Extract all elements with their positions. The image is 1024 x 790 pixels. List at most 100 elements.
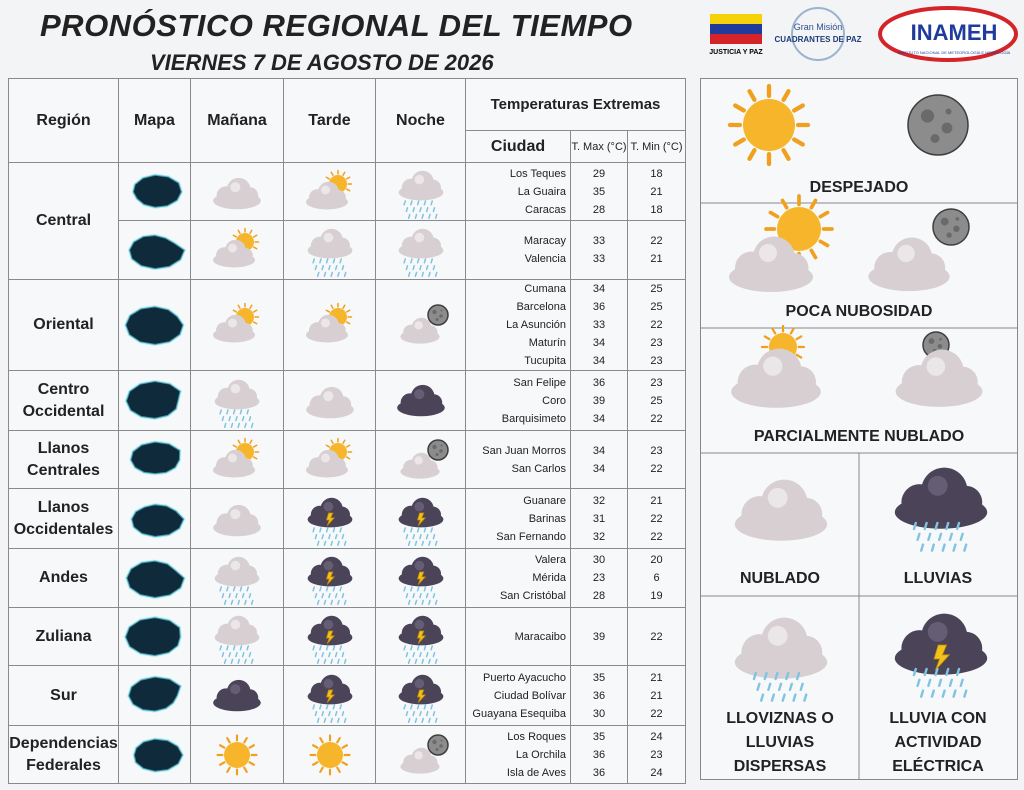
rain-drop bbox=[325, 644, 328, 650]
cloud bbox=[949, 631, 983, 665]
sun bbox=[777, 207, 821, 251]
cloud-highlight bbox=[414, 174, 425, 184]
rain-drop bbox=[756, 682, 761, 691]
tmax-cell: 35 36 36 bbox=[570, 725, 628, 784]
rain-drop bbox=[785, 671, 790, 681]
rain-drop bbox=[334, 265, 337, 271]
cloud-highlight bbox=[228, 453, 237, 462]
moon-crater bbox=[953, 225, 960, 233]
rain-drop bbox=[430, 586, 433, 592]
region-name: Central bbox=[8, 162, 119, 280]
city-tmin: 23 bbox=[650, 376, 663, 389]
lightning bbox=[325, 689, 335, 703]
cloud bbox=[778, 253, 809, 283]
city-tmin: 23 bbox=[650, 337, 663, 349]
rain-drop bbox=[228, 651, 231, 657]
region-row: Central Los Teques La Guaira Caracas 29 35 28 1… bbox=[8, 162, 686, 280]
rain-drop bbox=[421, 599, 424, 605]
cloud-highlight bbox=[322, 390, 333, 401]
rain-drop bbox=[318, 703, 322, 709]
weather-cell bbox=[283, 548, 376, 608]
rain-drop bbox=[423, 586, 427, 592]
region-row: Oriental Cumana Barcelona La Asunción Maturí… bbox=[8, 279, 686, 371]
sun-ray bbox=[232, 444, 238, 448]
moon bbox=[427, 304, 449, 326]
lightning bbox=[416, 630, 427, 644]
weather-icon bbox=[213, 177, 261, 209]
rain-drop bbox=[941, 543, 946, 552]
rain-drop bbox=[412, 593, 415, 599]
tmax-cell: 32 31 32 bbox=[570, 488, 628, 549]
rain-drop bbox=[945, 521, 950, 531]
cloud-highlight bbox=[323, 232, 333, 243]
city-tmin: 22 bbox=[650, 412, 663, 425]
rain-drop bbox=[318, 526, 322, 532]
rain-drop bbox=[937, 678, 943, 687]
weather-cell bbox=[283, 607, 376, 666]
city-tmax: 29 bbox=[592, 167, 606, 180]
rain-drop bbox=[332, 586, 335, 592]
city-cell: Puerto Ayacucho Ciudad Bolívar Guayana Ese… bbox=[465, 665, 571, 726]
cloud-highlight bbox=[230, 508, 241, 519]
cloud bbox=[425, 506, 441, 523]
rain-drop bbox=[248, 651, 252, 657]
region-shape bbox=[128, 440, 181, 475]
city-tmax: 28 bbox=[592, 203, 606, 216]
city-tmax: 34 bbox=[592, 444, 606, 457]
city-tmax: 23 bbox=[592, 572, 606, 584]
city-cell: Maracay Valencia bbox=[465, 220, 571, 280]
rain-drop bbox=[311, 586, 315, 592]
city-cell: Valera Mérida San Cristóbal bbox=[465, 548, 571, 608]
rain-drop bbox=[219, 408, 222, 414]
rain-drop bbox=[230, 599, 234, 605]
cloud bbox=[237, 248, 253, 263]
weather-cell bbox=[190, 548, 284, 608]
sun-ray bbox=[232, 309, 238, 313]
cloud bbox=[423, 754, 438, 769]
cloud-highlight bbox=[230, 383, 241, 393]
rain-drop bbox=[434, 717, 438, 723]
rain-drop bbox=[419, 206, 422, 212]
city-tmax: 35 bbox=[592, 671, 606, 684]
region-row: Dependencias Federales Los Roques La Orchi… bbox=[8, 725, 686, 784]
rain-drop bbox=[341, 265, 344, 271]
sun-ray bbox=[243, 766, 248, 773]
weather-icon bbox=[398, 228, 444, 277]
rain-drop bbox=[416, 199, 420, 205]
sun-ray bbox=[763, 335, 771, 341]
city-name: San Carlos bbox=[511, 462, 566, 475]
map-cell bbox=[118, 725, 191, 784]
city-tmin: 25 bbox=[650, 301, 663, 313]
region-row: Maracay Valencia 33 33 22 21 bbox=[9, 220, 686, 280]
city-tmin: 6 bbox=[653, 572, 660, 584]
sun-ray bbox=[781, 148, 791, 161]
city-name: Cumana bbox=[524, 283, 566, 295]
rain-drop bbox=[223, 658, 227, 664]
moon-crater bbox=[928, 338, 935, 344]
rain-drop bbox=[412, 651, 415, 657]
weather-cell bbox=[375, 725, 466, 784]
rain-drop bbox=[927, 532, 932, 541]
cloud-highlight bbox=[228, 318, 237, 328]
moon-crater bbox=[439, 743, 443, 748]
rain-drop bbox=[221, 415, 225, 421]
rain-drop bbox=[432, 206, 436, 212]
rain-drop bbox=[334, 593, 337, 599]
rain-drop bbox=[410, 258, 413, 264]
cloud-highlight bbox=[414, 321, 423, 330]
rain-drop bbox=[425, 206, 429, 212]
cloud bbox=[333, 237, 350, 254]
rain-drop bbox=[770, 693, 776, 702]
rain-drop bbox=[416, 258, 420, 264]
city-tmax: 33 bbox=[592, 235, 606, 247]
moon-crater bbox=[930, 134, 940, 143]
legend-label: POCA NUBOSIDAD bbox=[785, 303, 933, 320]
cloud bbox=[237, 323, 253, 338]
weather-icon bbox=[305, 302, 352, 343]
city-cell: Los Teques La Guaira Caracas bbox=[465, 162, 571, 221]
cloud-highlight bbox=[414, 455, 423, 465]
region-map bbox=[124, 379, 182, 420]
rain-drop bbox=[799, 682, 804, 691]
rain-drop bbox=[405, 533, 409, 539]
sun-ray bbox=[345, 176, 350, 180]
